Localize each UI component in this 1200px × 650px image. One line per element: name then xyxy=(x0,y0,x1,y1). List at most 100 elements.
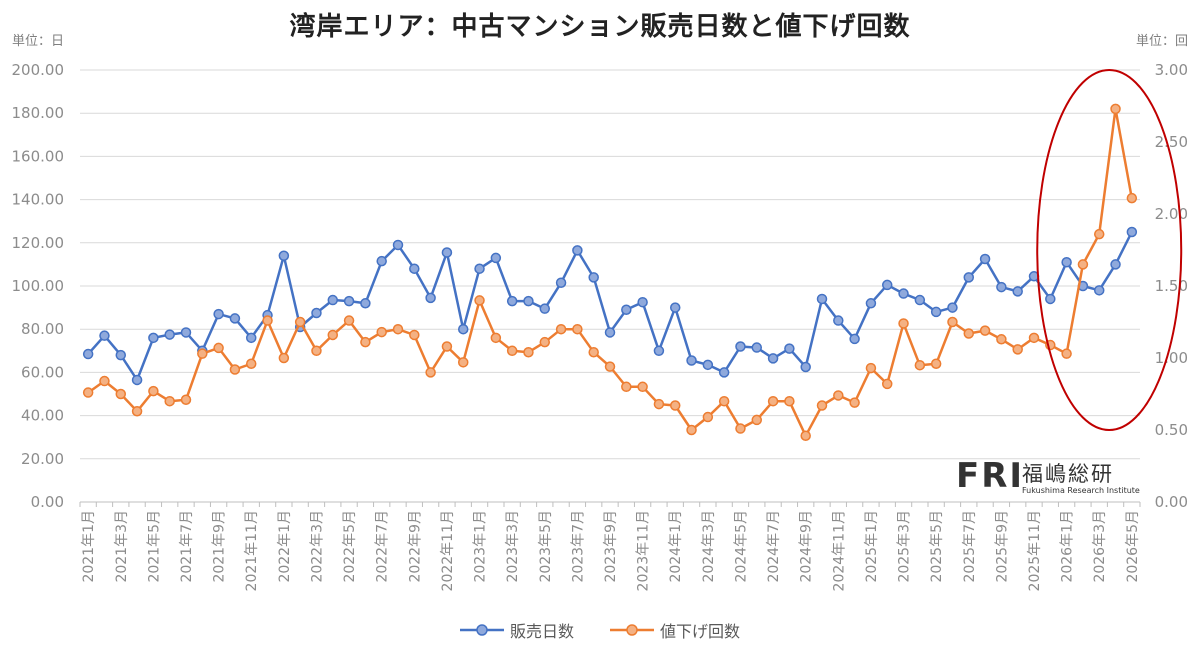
y-tick-label: 160.00 xyxy=(12,147,65,165)
point-days xyxy=(523,295,534,307)
logo-mark: FRI xyxy=(956,456,1025,496)
point-price-cuts xyxy=(229,364,241,375)
point-days xyxy=(702,359,714,371)
point-days xyxy=(99,330,110,341)
point-days xyxy=(653,345,665,357)
x-tick-label: 2023年7月 xyxy=(570,510,586,583)
point-price-cuts xyxy=(213,342,224,354)
point-price-cuts xyxy=(881,378,893,390)
point-days xyxy=(816,293,828,305)
point-price-cuts xyxy=(425,367,436,378)
series-line-days xyxy=(87,231,1133,382)
point-days xyxy=(425,292,436,304)
point-price-cuts xyxy=(180,394,192,406)
point-price-cuts xyxy=(930,358,942,370)
point-days xyxy=(245,332,257,344)
point-price-cuts xyxy=(392,323,404,335)
point-price-cuts xyxy=(278,352,290,364)
point-price-cuts xyxy=(686,424,697,436)
point-price-cuts xyxy=(164,395,175,407)
y2-tick-label: 2.50 xyxy=(1155,133,1188,151)
y2-tick-label: 1.50 xyxy=(1155,277,1188,295)
point-days xyxy=(1126,226,1138,238)
x-tick-label: 2025年11月 xyxy=(1027,510,1043,591)
x-tick-label: 2026年1月 xyxy=(1060,510,1076,583)
highlight-ellipse xyxy=(1036,69,1183,431)
point-days xyxy=(898,288,909,299)
x-tick-label: 2023年5月 xyxy=(538,510,554,583)
point-price-cuts xyxy=(1012,344,1023,355)
point-days xyxy=(1093,285,1105,296)
x-tick-label: 2021年1月 xyxy=(81,510,97,583)
y-tick-label: 20.00 xyxy=(21,450,64,468)
point-price-cuts xyxy=(1110,103,1121,115)
point-days xyxy=(229,313,241,324)
point-days xyxy=(833,315,844,326)
point-price-cuts xyxy=(963,328,975,339)
point-days xyxy=(930,306,942,318)
point-price-cuts xyxy=(409,329,420,341)
point-price-cuts xyxy=(327,329,339,341)
point-price-cuts xyxy=(865,362,877,374)
point-days xyxy=(621,304,632,316)
point-price-cuts xyxy=(99,375,110,387)
point-price-cuts xyxy=(996,334,1007,345)
point-days xyxy=(555,277,567,289)
point-days xyxy=(82,348,94,360)
point-price-cuts xyxy=(669,400,681,411)
y-tick-label: 180.00 xyxy=(12,104,65,122)
x-tick-label: 2022年3月 xyxy=(309,510,325,583)
x-tick-label: 2022年5月 xyxy=(342,510,358,583)
y-tick-label: 100.00 xyxy=(12,277,65,295)
x-tick-label: 2021年5月 xyxy=(146,510,162,583)
point-price-cuts xyxy=(767,395,779,407)
point-price-cuts xyxy=(457,357,469,368)
point-price-cuts xyxy=(1061,348,1072,359)
point-price-cuts xyxy=(718,395,730,407)
x-tick-label: 2021年9月 xyxy=(212,510,228,583)
point-days xyxy=(735,341,746,352)
point-price-cuts xyxy=(849,397,860,408)
x-tick-label: 2023年1月 xyxy=(473,510,489,583)
point-days xyxy=(506,295,518,307)
point-price-cuts xyxy=(816,400,828,411)
point-price-cuts xyxy=(360,336,371,348)
x-tick-label: 2025年1月 xyxy=(864,510,880,583)
y-tick-label: 40.00 xyxy=(21,407,64,425)
point-days xyxy=(409,263,420,274)
y-tick-label: 120.00 xyxy=(12,234,65,252)
point-days xyxy=(881,279,893,291)
point-price-cuts xyxy=(311,345,322,357)
point-days xyxy=(474,263,485,274)
point-price-cuts xyxy=(197,348,208,359)
y-tick-label: 200.00 xyxy=(12,61,65,79)
point-days xyxy=(767,353,779,364)
point-days xyxy=(979,253,991,265)
point-price-cuts xyxy=(637,381,648,393)
right-axis-unit: 単位：回 xyxy=(1135,34,1188,49)
point-price-cuts xyxy=(735,423,746,434)
x-tick-label: 2022年7月 xyxy=(375,510,391,583)
x-tick-label: 2022年11月 xyxy=(440,510,456,591)
point-price-cuts xyxy=(702,411,714,423)
legend-swatch-days xyxy=(459,624,504,636)
x-tick-label: 2021年7月 xyxy=(179,510,195,583)
point-price-cuts xyxy=(653,398,665,410)
y-tick-label: 80.00 xyxy=(21,320,64,338)
legend-label-days: 販売日数 xyxy=(509,622,574,641)
x-tick-label: 2022年1月 xyxy=(277,510,293,583)
point-days xyxy=(131,374,143,386)
legend-item-days[interactable]: 販売日数 xyxy=(459,618,574,642)
y2-tick-label: 3.00 xyxy=(1155,61,1188,79)
point-price-cuts xyxy=(914,359,926,371)
legend-item-price-cuts[interactable]: 値下げ回数 xyxy=(610,618,740,642)
point-days xyxy=(637,296,648,308)
y2-tick-label: 0.50 xyxy=(1155,421,1188,439)
point-days xyxy=(784,343,795,354)
x-tick-label: 2022年9月 xyxy=(407,510,423,583)
x-tick-label: 2024年11月 xyxy=(831,510,847,591)
point-days xyxy=(963,272,975,283)
point-price-cuts xyxy=(1126,192,1138,204)
x-tick-label: 2024年1月 xyxy=(668,510,684,583)
